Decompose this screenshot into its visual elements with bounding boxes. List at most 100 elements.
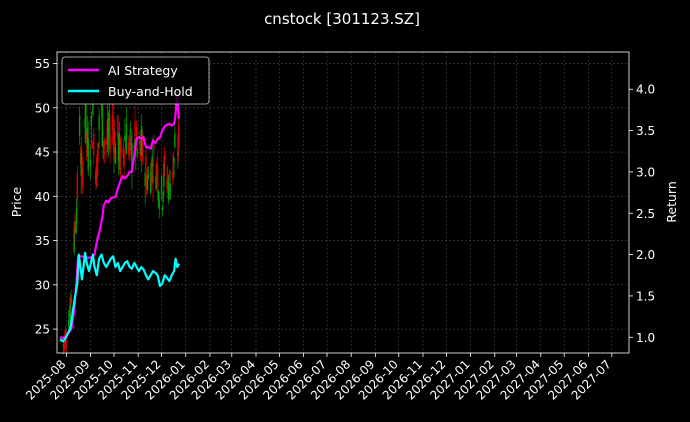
candle-body [125,124,128,154]
candle [129,121,132,151]
y2-tick-label: 2.5 [636,207,655,221]
candle [119,138,121,183]
candle-body [82,162,84,188]
candle [95,166,97,190]
candle [124,133,127,152]
candle-body [156,162,158,175]
candle [90,110,93,143]
candle [125,107,128,155]
candle [86,116,89,157]
candle [162,191,164,210]
candle-body [140,128,142,156]
candle [141,125,143,156]
plot-frame [56,51,630,354]
candle-body [129,129,132,133]
candle-body [74,225,76,234]
candle [80,137,82,194]
candle-body [75,228,77,232]
candle-body [111,115,114,129]
y-tick-label: 45 [35,146,50,160]
candle [169,169,171,200]
y2-tick-label: 1.5 [636,289,655,303]
candle-body [173,157,175,163]
candle-body [167,175,169,184]
candle [71,289,73,303]
candle [158,191,160,219]
candle-body [106,137,108,146]
candle [82,156,84,195]
y-tick-label: 30 [35,278,50,292]
candle [178,117,180,163]
candle [146,167,148,196]
candle-body [117,115,119,138]
candle-body [114,131,116,157]
candle-body [100,105,103,110]
chart-title: cnstock [301123.SZ] [264,10,420,28]
candle [85,101,87,145]
candle-body [102,140,104,147]
candle-body [168,173,171,178]
candle [78,106,81,145]
candle-body [177,151,179,156]
left-axis: 25 30 35 40 45 50 55 [35,57,57,337]
candle-body [153,145,155,150]
y-tick-label: 35 [35,234,50,248]
y-axis-label: Price [9,186,24,217]
candle [142,130,144,166]
candle [122,138,125,168]
candle-body [150,161,153,186]
candle [75,220,77,234]
candle [123,149,125,180]
candle-body [178,124,180,147]
candle-body [160,175,163,194]
candle-body [118,133,121,163]
candle-body [86,127,89,148]
candle-body [109,134,111,153]
candle-body [139,140,141,145]
legend-label-buy-and-hold: Buy-and-Hold [108,84,193,99]
candle-body [90,115,93,126]
candle-body [62,344,64,346]
series-line-ai-strategy [59,92,180,340]
candle-body [79,160,82,162]
candle-body [161,207,164,211]
candle-body [97,143,100,147]
grid [57,52,629,353]
candle-body [103,141,105,145]
candle [114,141,117,165]
candle-body [73,228,75,253]
candle [98,108,100,149]
candle-body [163,153,166,164]
candle [150,160,153,192]
candle-body [158,200,160,209]
candle [131,131,133,190]
candle-body [68,320,70,330]
candle [149,163,152,194]
candle-body [146,177,149,190]
candle [97,142,100,161]
candle [145,146,147,167]
candle [166,164,168,194]
candle [75,197,78,235]
candle-body [163,163,165,187]
right-axis: 1.0 1.5 2.0 2.5 3.0 3.5 4.0 [629,83,655,345]
candle [73,221,75,256]
candle-body [96,157,98,188]
candle-body [157,191,160,202]
candle-body [113,136,115,153]
candle-body [152,175,154,184]
candle [157,189,160,208]
candle [74,213,76,244]
y2-tick-label: 1.0 [636,331,655,345]
candle-body [89,159,92,166]
candle-body [95,170,97,184]
candle [139,145,142,162]
y2-tick-label: 3.0 [636,165,655,179]
candle [106,120,108,159]
candle-body [122,146,125,158]
candle-body [117,137,120,161]
candle [103,130,105,163]
legend-label-ai-strategy: AI Strategy [108,63,178,78]
candle-body [147,174,150,178]
y2-tick-label: 3.5 [636,124,655,138]
